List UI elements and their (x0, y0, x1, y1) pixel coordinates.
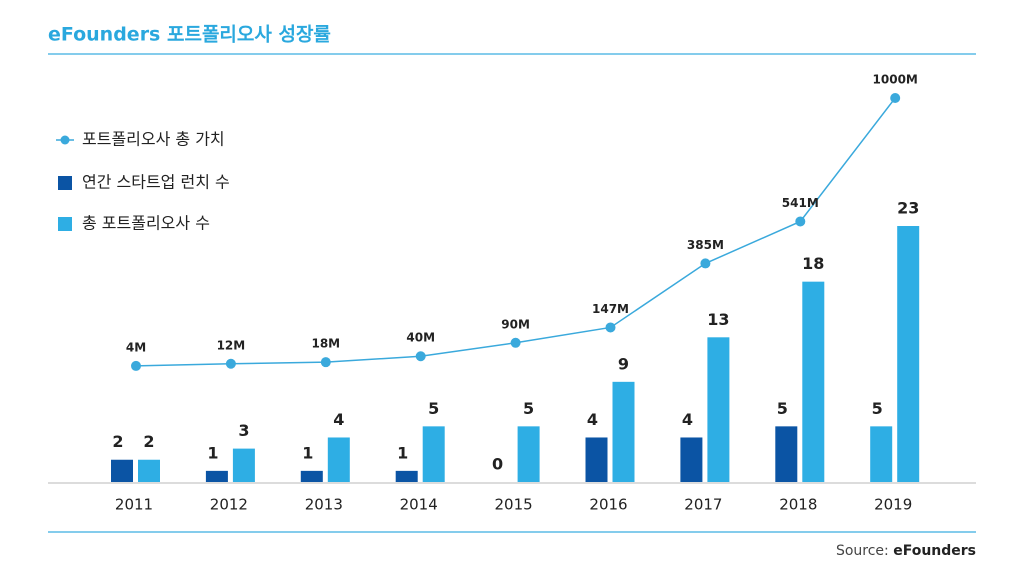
x-tick-label: 2019 (874, 496, 912, 514)
x-tick-label: 2012 (210, 496, 248, 514)
point-label: 541M (782, 196, 819, 210)
bar-label: 1 (302, 443, 313, 462)
bar-label: 2 (112, 432, 123, 451)
x-tick-label: 2013 (305, 496, 343, 514)
bar (327, 437, 350, 482)
point-label: 4M (126, 340, 146, 354)
bar-label: 13 (707, 310, 729, 329)
line-point (131, 360, 141, 371)
line-point (510, 337, 521, 348)
line-point (890, 93, 901, 103)
bar-label: 5 (523, 399, 534, 418)
line-point (320, 357, 331, 368)
point-label: 12M (217, 338, 246, 352)
point-label: 1000M (873, 73, 918, 87)
point-label: 40M (406, 331, 435, 345)
bar-label: 5 (777, 399, 788, 418)
source-label: Source: (836, 543, 889, 559)
bar (707, 337, 730, 482)
bar-label: 4 (333, 410, 344, 429)
bar-label: 4 (587, 410, 598, 429)
legend-dot (60, 135, 70, 145)
bar-label: 1 (397, 443, 408, 462)
bar-label: 23 (897, 199, 919, 218)
bar (612, 381, 635, 482)
line-point (700, 258, 711, 269)
legend-label: 포트폴리오사 총 가치 (82, 130, 225, 149)
bar-label: 0 (492, 455, 503, 474)
bar-label: 5 (428, 399, 439, 418)
bar (897, 226, 920, 482)
line-point (225, 358, 236, 369)
legend-label: 연간 스타트업 런치 수 (82, 173, 230, 192)
bar (232, 448, 255, 482)
point-label: 90M (501, 317, 530, 331)
point-label: 147M (592, 302, 629, 316)
legend-swatch (58, 176, 72, 190)
x-tick-label: 2014 (400, 496, 438, 514)
bar-label: 2 (143, 432, 154, 451)
x-tick-label: 2017 (684, 496, 722, 514)
bar (395, 470, 418, 482)
bar (300, 470, 323, 482)
x-tick-label: 2011 (115, 496, 153, 514)
bar-label: 4 (682, 410, 693, 429)
legend-swatch (58, 217, 72, 231)
x-tick-label: 2018 (779, 496, 817, 514)
bar (802, 281, 825, 482)
chart-title: eFounders 포트폴리오사 성장률 (48, 24, 331, 46)
bar (585, 437, 608, 482)
bar (680, 437, 703, 482)
bar (111, 459, 133, 482)
bar-label: 3 (238, 421, 249, 440)
bar-label: 5 (872, 399, 883, 418)
bar-label: 9 (618, 354, 629, 373)
source-name: eFounders (893, 543, 976, 559)
point-label: 385M (687, 238, 724, 252)
line-point (795, 216, 806, 227)
bar (205, 470, 228, 482)
source: Source: eFounders (836, 543, 976, 559)
line-point (605, 322, 616, 333)
bar (775, 426, 798, 482)
bar-label: 1 (207, 443, 218, 462)
bar (422, 426, 445, 482)
bar (870, 426, 893, 482)
legend-label: 총 포트폴리오사 수 (82, 214, 210, 233)
line-point (415, 351, 426, 362)
bar (138, 459, 160, 482)
bar-label: 18 (802, 254, 824, 273)
x-tick-label: 2016 (589, 496, 627, 514)
bar (517, 426, 540, 482)
x-tick-label: 2015 (495, 496, 533, 514)
point-label: 18M (311, 337, 340, 351)
